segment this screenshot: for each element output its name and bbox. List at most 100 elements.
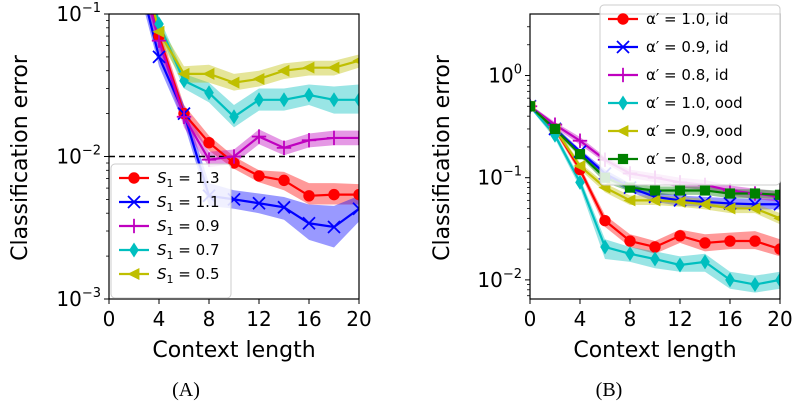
panel-a-series-2-point-7 <box>301 133 317 148</box>
panel-a-legend-marker-3 <box>129 242 139 258</box>
panel-a-legend-box <box>110 163 232 299</box>
panel-b-x-tick-label-0: 0 <box>524 307 537 331</box>
panel-b-legend-label-3: α′ = 1.0, ood <box>646 94 743 112</box>
panel-b-y-tick-exp-2: 0 <box>514 63 522 78</box>
panel-a-series-2-point-8 <box>326 130 342 146</box>
panel-b-series-4-point-6 <box>673 195 686 208</box>
panel-a-legend-label-2-sub: 1 <box>167 225 174 238</box>
panel-a-series-1-point-9 <box>352 202 359 216</box>
panel-a-y-tick-label-1: 10−2 <box>56 144 101 169</box>
panel-b-series-3-point-8 <box>725 272 735 288</box>
panel-a-legend-label-4-rest: = 0.5 <box>174 265 220 283</box>
panel-a-legend: S1 = 1.3S1 = 1.1S1 = 0.9S1 = 0.7S1 = 0.5 <box>110 163 232 299</box>
panel-b-series-5-point-0 <box>530 101 536 112</box>
panel-b-legend-marker-1-stroke-b <box>616 40 630 54</box>
panel-a-series-3-point-4 <box>229 109 239 125</box>
panel-b-legend-marker-0 <box>617 13 629 25</box>
panel-b-y-tick-exp-0: −2 <box>503 267 522 282</box>
panel-a-series-4-point-4 <box>227 76 240 89</box>
panel-b-legend-label-2: α′ = 0.8, id <box>646 66 728 84</box>
panel-a-legend-label-3-sub: 1 <box>167 249 174 262</box>
panel-a-series-2-line <box>150 14 359 161</box>
panel-a-series-3-point-5 <box>254 92 264 108</box>
panel-a-markers <box>151 16 359 234</box>
panel-b-series-4-point-8 <box>723 202 736 215</box>
panel-a-y-tick-base-1: 10 <box>56 145 81 169</box>
panel-b-series-4-point-10 <box>773 215 780 222</box>
panel-a-x-axis-label: Context length <box>152 338 315 363</box>
panel-b-series-3-point-5 <box>650 251 660 267</box>
panel-b-x-tick-label-4: 16 <box>717 307 742 331</box>
panel-b-series-3-point-7 <box>700 254 710 270</box>
panel-a-x-tick-label-3: 12 <box>246 307 271 331</box>
panel-a-legend-marker-2 <box>126 218 142 234</box>
panel-a-legend-label-4-main: S <box>157 265 167 283</box>
panel-b-legend-label-5: α′ = 0.8, ood <box>646 150 743 168</box>
panel-a-series-1-line <box>147 14 359 229</box>
panel-a-series-0-point-9 <box>353 188 359 201</box>
panel-b-series-5-point-8 <box>724 188 736 199</box>
panel-b-legend-box <box>599 4 781 186</box>
panel-a-y-tick-base-2: 10 <box>56 2 81 26</box>
panel-a-legend-label-2-rest: = 0.9 <box>174 217 220 235</box>
panel-b-legend: α′ = 1.0, id α′ = 0.9, id α′ = 0.8, id α′ =… <box>599 4 781 186</box>
panel-a-series-1-point-9-stroke-b <box>352 207 359 216</box>
panel-a-legend-label-4-sub: 1 <box>167 273 174 286</box>
panel-b-series-0-point-5 <box>649 241 661 253</box>
panel-a-series-4-point-7 <box>302 61 315 74</box>
panel-a-series-2-point-4 <box>226 149 242 164</box>
panel-b-series-5-point-5 <box>649 185 661 196</box>
panel-b-caption: (B) <box>596 379 623 401</box>
panel-b-series-4-point-7 <box>698 198 711 211</box>
panel-a-series-lines <box>147 14 359 229</box>
panel-b-series-5-point-9 <box>749 188 761 199</box>
panel-b-y-tick-label-2: 100 <box>488 63 522 88</box>
panel-b-legend-marker-3 <box>618 95 628 111</box>
panel-a-legend-label-2: S1 = 0.9 <box>157 217 220 238</box>
panel-a-series-1-point-1 <box>152 50 166 64</box>
panel-b-series-5-point-1 <box>549 123 561 135</box>
panel-b-series-0-point-4 <box>624 235 636 247</box>
panel-a-x-tick-label-4: 16 <box>296 307 321 331</box>
panel-b-series-3-point-3 <box>600 239 610 255</box>
panel-b-x-tick-label-1: 4 <box>574 307 587 331</box>
panel-b-series-0-point-7 <box>699 237 711 249</box>
panel-a-series-4-point-2 <box>177 67 190 80</box>
panel-a-series-0-point-8 <box>328 188 340 201</box>
panel-a-series-4-point-8 <box>327 61 340 74</box>
panel-a-series-4-point-3 <box>202 67 215 80</box>
panel-b-legend-label-0: α′ = 1.0, id <box>646 10 728 28</box>
panel-b-legend-label-1: α′ = 0.9, id <box>646 38 728 56</box>
panel-a-legend-label-0-sub: 1 <box>167 177 174 190</box>
panel-a-y-tick-base-0: 10 <box>56 287 81 311</box>
panel-b-y-tick-base-0: 10 <box>477 268 502 292</box>
panel-a-legend-label-1-sub: 1 <box>167 201 174 214</box>
panel-b-x-tick-label-5: 20 <box>767 307 792 331</box>
panel-b-legend-marker-1 <box>616 40 630 54</box>
panel-a-x-tick-label-5: 20 <box>346 307 371 331</box>
panel-a-series-1-point-5 <box>252 196 266 210</box>
panel-a-series-1-point-5-stroke-b <box>252 196 266 210</box>
panel-a-x-tick-label-1: 4 <box>153 307 166 331</box>
panel-a-y-tick-label-2: 10−1 <box>56 1 101 26</box>
panel-a-series-4-band <box>152 14 359 91</box>
panel-b-legend-label-4: α′ = 0.9, ood <box>646 122 743 140</box>
panel-a-series-2-point-6 <box>276 140 292 156</box>
panel-b-series-0-point-8 <box>724 235 736 247</box>
panel-a-series-1-point-6 <box>277 200 291 214</box>
panel-b-y-tick-base-2: 10 <box>488 64 513 88</box>
panel-b-series-3-point-2 <box>575 174 585 190</box>
panel-b-series-3-point-10 <box>775 272 780 288</box>
panel-a-legend-marker-1 <box>127 195 141 209</box>
panel-a-series-1-point-7-stroke-b <box>302 216 316 230</box>
panel-b-series-3-point-1 <box>550 127 560 143</box>
panel-a-legend-label-4: S1 = 0.5 <box>157 265 220 286</box>
panel-b-series-3-point-9 <box>750 277 760 293</box>
panel-a-legend-label-0-rest: = 1.3 <box>174 169 220 187</box>
panel-a-series-0-point-5 <box>253 170 265 182</box>
panel-a-series-0-line <box>151 14 359 197</box>
panel-a-series-3-point-8 <box>329 92 339 108</box>
